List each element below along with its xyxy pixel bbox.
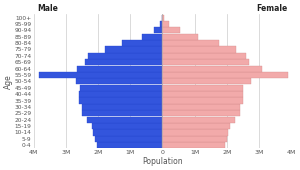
Bar — [160, 21, 163, 27]
Bar — [163, 72, 288, 78]
Bar — [163, 21, 169, 27]
Bar — [122, 40, 163, 46]
Bar — [97, 142, 163, 148]
Bar — [163, 142, 225, 148]
Bar — [163, 34, 198, 40]
Bar — [95, 136, 163, 142]
Bar — [88, 53, 163, 59]
Bar — [163, 85, 243, 91]
Bar — [163, 59, 249, 65]
Bar — [163, 97, 243, 104]
Bar — [162, 14, 163, 21]
Bar — [39, 72, 163, 78]
Bar — [163, 104, 240, 110]
Bar — [163, 91, 243, 97]
X-axis label: Population: Population — [142, 157, 183, 166]
Bar — [79, 91, 163, 97]
Bar — [77, 66, 163, 72]
Bar — [163, 123, 230, 129]
Bar — [163, 78, 251, 84]
Bar — [76, 78, 163, 84]
Bar — [79, 97, 163, 104]
Bar — [93, 129, 163, 135]
Bar — [87, 117, 163, 123]
Bar — [163, 66, 262, 72]
Bar — [163, 53, 246, 59]
Bar — [163, 117, 235, 123]
Bar — [82, 110, 163, 116]
Bar — [142, 34, 163, 40]
Bar — [85, 59, 163, 65]
Bar — [80, 85, 163, 91]
Bar — [163, 110, 240, 116]
Y-axis label: Age: Age — [4, 74, 13, 89]
Bar — [92, 123, 163, 129]
Text: Female: Female — [256, 4, 287, 13]
Bar — [163, 14, 164, 21]
Text: Male: Male — [38, 4, 58, 13]
Bar — [163, 46, 236, 53]
Bar — [82, 104, 163, 110]
Bar — [163, 136, 227, 142]
Bar — [163, 40, 219, 46]
Bar — [104, 46, 163, 53]
Bar — [163, 27, 181, 33]
Bar — [163, 129, 228, 135]
Bar — [154, 27, 163, 33]
